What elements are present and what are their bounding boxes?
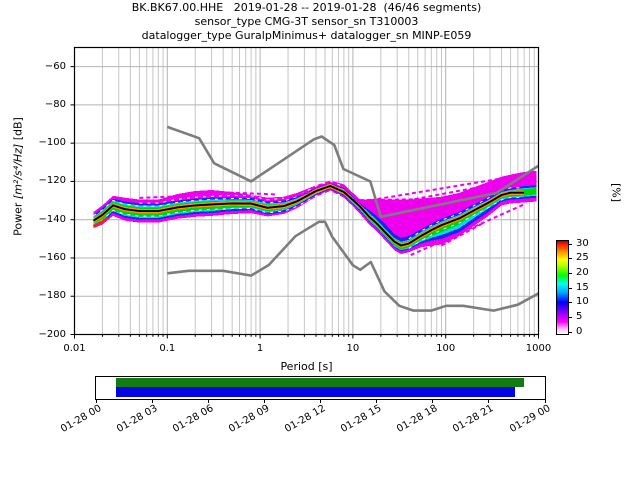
y-tick-label: −80 <box>44 98 66 110</box>
y-tick-label: −140 <box>38 213 66 225</box>
timeline-tick-mark <box>432 399 434 403</box>
y-tick-label: −160 <box>38 251 66 263</box>
x-tick-label: 1 <box>256 343 264 354</box>
colorbar-tick-label: 5 <box>576 310 583 322</box>
colorbar-tick-mark <box>568 287 572 289</box>
timeline-tick-mark <box>151 399 153 403</box>
colorbar-tick-mark <box>568 258 572 260</box>
magenta-streak <box>139 195 187 199</box>
noise-model-high-line <box>166 125 539 219</box>
colorbar-unit-label: [%] <box>609 182 623 203</box>
y-tick-label: −120 <box>38 175 66 187</box>
magenta-streak <box>376 184 513 217</box>
colorbar-tick-mark <box>568 302 572 304</box>
band-texture-line <box>93 190 345 227</box>
x-axis-label: Period [s] <box>280 360 333 373</box>
colorbar-tick-label: 0 <box>576 325 583 337</box>
timeline-tick-mark <box>488 399 490 403</box>
timeline-tick-mark <box>95 399 97 403</box>
y-tick-label: −100 <box>38 137 66 149</box>
mean-psd-line <box>92 185 525 247</box>
magenta-streak <box>200 190 277 196</box>
figure-subtitle-datalogger: datalogger_type GuralpMinimus+ datalogge… <box>141 29 472 42</box>
histogram-band-orange <box>93 183 525 248</box>
colorbar-tick-label: 10 <box>576 296 589 308</box>
figure-subtitle-sensor: sensor_type CMG-3T sensor_sn T310003 <box>194 15 419 28</box>
timeline-tick-mark <box>207 399 209 403</box>
magenta-streak <box>396 199 477 236</box>
colorbar-tick-mark <box>568 331 572 333</box>
x-tick-label: 100 <box>436 343 456 354</box>
red-accent <box>92 216 109 228</box>
colorbar-tick-mark <box>568 243 572 245</box>
magenta-streak <box>366 177 525 210</box>
magenta-streak <box>387 191 498 227</box>
magenta-streak <box>441 221 485 247</box>
colorbar-tick-mark <box>568 272 572 274</box>
timeline-tick-mark <box>376 399 378 403</box>
timeline-tick-mark <box>263 399 265 403</box>
x-tick-label: 10 <box>346 343 360 354</box>
colorbar-tick-label: 25 <box>576 252 589 264</box>
band-texture-line <box>139 194 284 204</box>
noise-model-low-line <box>167 220 539 312</box>
y-tick-label: −200 <box>38 328 66 340</box>
band-texture-line <box>93 180 345 217</box>
colorbar-tick-label: 20 <box>576 266 589 278</box>
timeline-tick-mark <box>320 399 321 403</box>
coverage-timeline-blue-bar <box>116 387 515 397</box>
colorbar-tick-mark <box>568 316 572 318</box>
x-tick-label: 0.01 <box>63 343 86 354</box>
y-tick-label: −180 <box>38 290 66 302</box>
coverage-timeline-green-bar <box>116 378 524 387</box>
colorbar-tick-label: 30 <box>576 237 589 249</box>
x-tick-label: 0.1 <box>159 343 176 354</box>
figure-title: BK.BK67.00.HHE 2019-01-28 -- 2019-01-28 … <box>131 1 482 14</box>
x-tick-label: 1000 <box>525 343 552 354</box>
magenta-streak <box>356 173 525 204</box>
y-axis-label-units: [m²/s⁴/Hz] <box>11 143 25 200</box>
timeline-tick-mark <box>544 399 546 403</box>
y-tick-label: −60 <box>44 60 66 72</box>
colorbar-tick-label: 15 <box>576 281 589 293</box>
plot-border <box>73 46 540 336</box>
